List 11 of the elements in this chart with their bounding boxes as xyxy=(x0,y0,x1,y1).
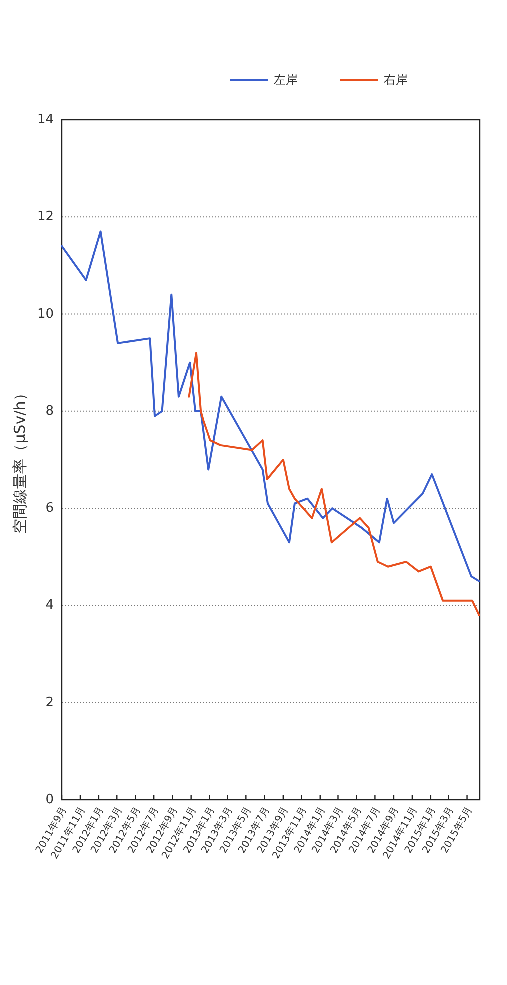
legend: 左岸 xyxy=(274,73,298,87)
ytick: 10 xyxy=(37,306,54,322)
ytick: 12 xyxy=(37,210,54,225)
ytick: 14 xyxy=(37,112,54,128)
ytick: 8 xyxy=(46,404,54,419)
legend: 右岸 xyxy=(384,73,408,87)
ytick: 6 xyxy=(46,501,54,516)
ylabel: 空間線量率（μSv/h） xyxy=(11,386,29,534)
ytick: 4 xyxy=(46,598,54,614)
ytick: 2 xyxy=(46,695,54,710)
ytick: 0 xyxy=(46,792,54,808)
